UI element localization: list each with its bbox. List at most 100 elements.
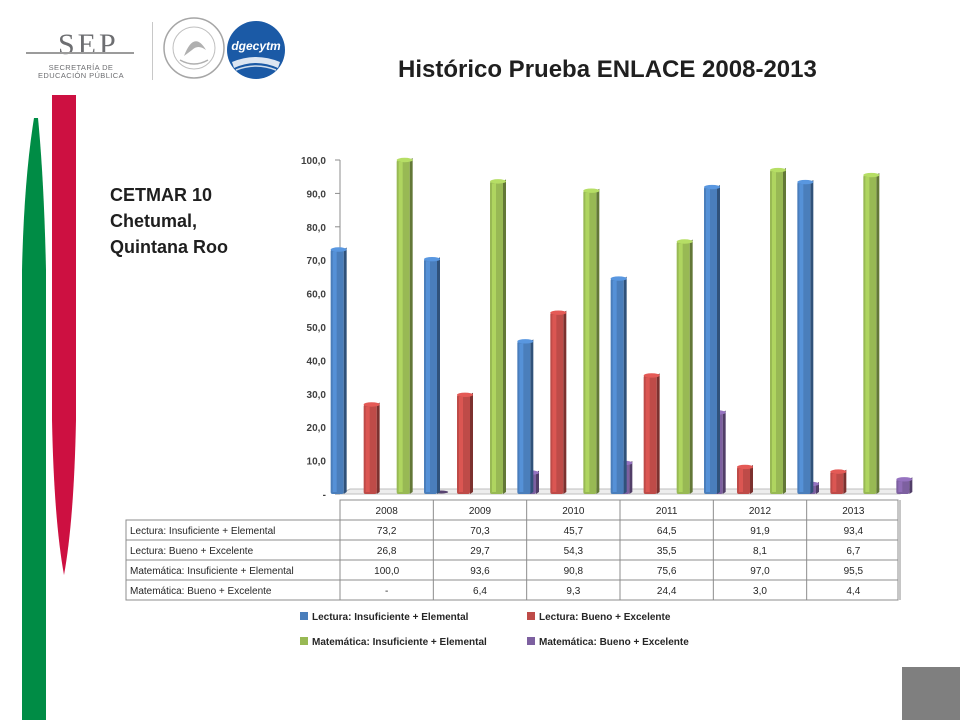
bar-side xyxy=(596,188,600,494)
bar-top xyxy=(797,179,814,185)
bar xyxy=(797,179,814,494)
bar-top xyxy=(363,402,380,407)
bar-top xyxy=(643,373,660,378)
y-tick-label: 100,0 xyxy=(301,156,326,167)
table-cell-value: 9,3 xyxy=(566,586,580,597)
table-cell-value: 64,5 xyxy=(657,526,677,537)
bar xyxy=(490,179,506,494)
bar-front xyxy=(583,190,597,494)
y-tick-label: 70,0 xyxy=(307,256,327,267)
bar-highlight xyxy=(492,183,496,492)
table-header-year: 2009 xyxy=(469,506,492,517)
bar-highlight xyxy=(832,473,837,492)
bar-side xyxy=(409,158,413,494)
table-cell-value: 24,4 xyxy=(657,586,677,597)
table-row-label: Matemática: Bueno + Excelente xyxy=(130,586,272,597)
sep-subtitle: SECRETARÍA DE EDUCACIÓN PÚBLICA xyxy=(22,64,140,80)
y-tick-label: 50,0 xyxy=(307,323,327,334)
bar-top xyxy=(610,276,627,281)
bar-top xyxy=(583,188,600,193)
bar-side xyxy=(343,247,347,494)
table-cell-value: 54,3 xyxy=(564,546,584,557)
bar-side xyxy=(503,179,506,494)
table-cell-value: - xyxy=(385,586,388,597)
sep-subtitle-line2: EDUCACIÓN PÚBLICA xyxy=(38,71,124,80)
table-cell-value: 100,0 xyxy=(374,566,399,577)
legend-label: Matemática: Insuficiente + Elemental xyxy=(312,637,487,648)
legend-label: Lectura: Insuficiente + Elemental xyxy=(312,612,469,623)
bar-top xyxy=(330,247,347,252)
sep-logo-line xyxy=(26,52,134,54)
table-cell-value: 70,3 xyxy=(470,526,490,537)
table-header-year: 2011 xyxy=(656,506,678,517)
bar-highlight xyxy=(332,251,337,492)
bar-front xyxy=(610,278,624,494)
table-cell-value: 90,8 xyxy=(564,566,584,577)
table-cell-value: 3,0 xyxy=(753,586,767,597)
y-tick-label: 90,0 xyxy=(307,189,327,200)
bar-side xyxy=(623,276,627,494)
bar-side xyxy=(629,460,633,494)
bar-front xyxy=(424,259,437,494)
bar-top xyxy=(676,239,693,244)
bar-side xyxy=(656,373,660,494)
chart-data-table: 2008 2009 2010 2011 2012 2013 Lectura: Insufic… xyxy=(125,499,901,601)
bar-side xyxy=(843,469,847,494)
table-header-year: 2008 xyxy=(376,506,399,517)
bar-side xyxy=(783,168,786,494)
bar-highlight xyxy=(706,189,710,492)
chart-bars xyxy=(330,157,913,494)
bar-top xyxy=(770,167,786,173)
table-cell-value: 35,5 xyxy=(657,546,677,557)
bar-highlight xyxy=(612,280,617,492)
bar xyxy=(643,373,660,494)
bar-front xyxy=(363,404,377,494)
bar xyxy=(583,188,600,494)
table-cell-value: 6,4 xyxy=(473,586,487,597)
bar-front xyxy=(643,375,657,494)
bar-highlight xyxy=(678,243,683,492)
bar-highlight xyxy=(645,377,650,492)
bar-highlight xyxy=(459,396,463,492)
bar-side xyxy=(909,477,913,494)
table-row-label: Lectura: Insuficiente + Elemental xyxy=(130,526,275,537)
bar-front xyxy=(704,187,717,494)
bar xyxy=(363,402,380,494)
bar-highlight xyxy=(585,192,590,492)
bar-highlight xyxy=(739,468,743,492)
bar-highlight xyxy=(365,406,370,492)
y-tick-label: 20,0 xyxy=(307,423,327,434)
legend-swatch xyxy=(300,612,308,620)
bar-front xyxy=(863,175,877,494)
bar-top xyxy=(396,157,413,163)
bar-highlight xyxy=(426,261,430,492)
corner-block xyxy=(902,667,960,720)
bar-front xyxy=(896,479,910,494)
sep-subtitle-line1: SECRETARÍA DE xyxy=(48,63,114,72)
bar-side xyxy=(876,173,880,494)
table-cell-value: 95,5 xyxy=(844,566,864,577)
bar-highlight xyxy=(552,314,557,492)
bar-highlight xyxy=(519,343,524,492)
bar-front xyxy=(396,160,410,494)
school-subtitle: CETMAR 10 Chetumal, Quintana Roo xyxy=(110,182,228,260)
legend-label: Matemática: Bueno + Excelente xyxy=(539,637,689,648)
bar xyxy=(704,184,720,494)
legend-label: Lectura: Bueno + Excelente xyxy=(539,612,671,623)
bar-front xyxy=(737,466,750,494)
bar xyxy=(737,464,753,494)
sep-wordmark: SEP xyxy=(58,28,119,61)
legend-swatch xyxy=(527,612,535,620)
dgecytm-logo: dgecytm xyxy=(227,21,285,79)
bar-side xyxy=(530,339,534,494)
bar-front xyxy=(490,181,503,494)
bar-side xyxy=(722,410,726,494)
bar-front xyxy=(550,312,564,494)
table-header-row xyxy=(339,499,899,521)
bar xyxy=(424,256,440,494)
bar xyxy=(830,469,847,494)
logo-divider xyxy=(152,22,153,80)
bar-side xyxy=(470,392,473,494)
